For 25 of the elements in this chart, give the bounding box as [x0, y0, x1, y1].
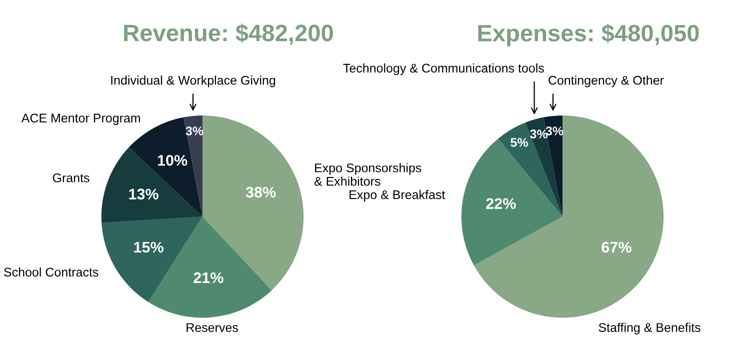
slice-label: Reserves	[186, 323, 238, 332]
pie-slice	[474, 116, 664, 318]
slice-label: Grants	[52, 173, 90, 182]
data-label: 15%	[134, 242, 164, 253]
slice-label: Contingency & Other	[548, 76, 664, 88]
slice-label: ACE Mentor Program	[21, 114, 140, 125]
pie-slice	[101, 147, 202, 223]
data-label: 3%	[530, 130, 548, 138]
pie-slice	[461, 138, 562, 266]
slice-label: Staffing & Benefits	[598, 322, 700, 334]
slice-label: Expo Sponsorships & Exhibitors	[314, 163, 422, 186]
data-label: 10%	[158, 154, 188, 166]
slice-label: Technology & Communications tools	[343, 63, 544, 76]
data-label: 13%	[129, 188, 158, 200]
data-label: 38%	[246, 186, 276, 198]
data-label: 67%	[602, 242, 632, 253]
data-label: 3%	[186, 126, 204, 136]
slice-label: Expo & Breakfast	[350, 190, 446, 202]
slice-label: Individual & Workplace Giving	[111, 76, 276, 88]
data-label: 5%	[510, 138, 528, 147]
data-label: 22%	[486, 198, 516, 209]
chart-title: Revenue: $482,200	[124, 24, 333, 45]
data-label: 21%	[194, 272, 224, 284]
chart-title: Expenses: $480,050	[478, 24, 699, 46]
slice-label: School Contracts	[4, 267, 98, 277]
